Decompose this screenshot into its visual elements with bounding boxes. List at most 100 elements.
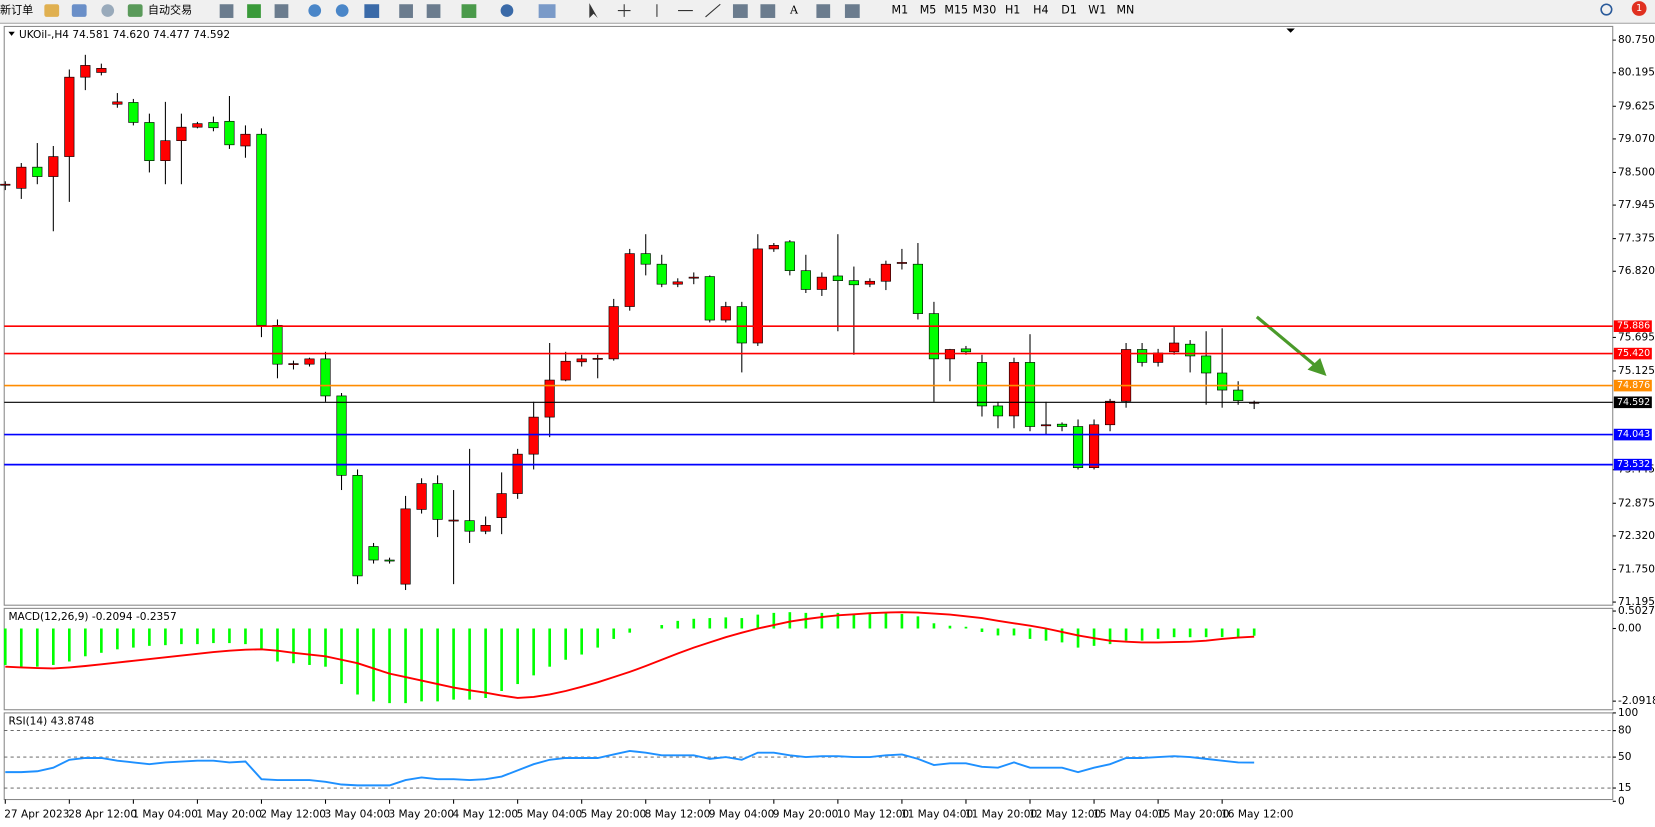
timeframe-button[interactable]: M15 — [944, 4, 968, 17]
icon[interactable] — [308, 4, 322, 17]
x-tick-label: 8 May 12:00 — [645, 808, 711, 820]
y-tick-label: 75.125 — [1618, 365, 1655, 377]
title-marker — [8, 31, 15, 36]
x-tick-label: 3 May 04:00 — [324, 808, 390, 820]
icon[interactable] — [101, 4, 115, 17]
auto-trading-button[interactable]: 自动交易 — [148, 3, 192, 17]
icon[interactable] — [461, 4, 477, 18]
candle-body — [704, 276, 715, 321]
candle-body — [64, 76, 75, 157]
candle-body — [960, 348, 972, 353]
icon[interactable] — [589, 3, 598, 18]
icon[interactable] — [127, 4, 143, 17]
x-tick-label: 5 May 04:00 — [517, 808, 583, 820]
icon[interactable] — [538, 4, 556, 18]
y-tick-label: 71.750 — [1618, 563, 1655, 575]
y-tick-label: 80.750 — [1618, 34, 1655, 46]
y-tick-label: 80.195 — [1618, 67, 1655, 79]
candle-body — [192, 123, 203, 128]
candle-body — [544, 379, 555, 418]
candle-body — [1121, 349, 1132, 402]
tool-icons — [219, 3, 860, 18]
candle-body — [1040, 424, 1052, 427]
timeframe-button[interactable]: D1 — [1061, 4, 1077, 17]
candle-body — [128, 102, 139, 123]
text-tool[interactable]: A — [789, 4, 799, 17]
indicator-line — [5, 749, 1255, 787]
candle-body — [1088, 424, 1100, 469]
candle-body — [896, 262, 907, 264]
price-label: 75.420 — [1617, 348, 1650, 359]
timeframe-button[interactable]: MN — [1117, 4, 1135, 17]
candle-body — [528, 416, 539, 455]
icon[interactable] — [247, 4, 261, 18]
candle-body — [112, 101, 123, 105]
candle-body — [352, 475, 363, 577]
chart-window: UKOil-,H4 74.581 74.620 74.477 74.592 80.… — [0, 25, 1655, 820]
candle-body — [688, 276, 699, 279]
price-label-bg — [1613, 396, 1652, 409]
candle-body — [80, 65, 91, 78]
candle-body — [48, 156, 59, 177]
candle-body — [864, 280, 875, 285]
x-tick-label: 27 Apr 2023 — [4, 808, 69, 820]
candle-body — [336, 395, 347, 476]
icon[interactable] — [732, 4, 748, 18]
y-tick-label: 79.070 — [1618, 133, 1655, 145]
candle-body — [432, 483, 443, 520]
timeframe-button[interactable]: H4 — [1033, 4, 1048, 17]
new-order-button[interactable]: 新订单 — [0, 3, 33, 17]
main-panel — [3, 25, 1614, 606]
icon[interactable] — [71, 4, 87, 17]
icon[interactable] — [364, 4, 380, 18]
icon[interactable] — [760, 4, 776, 18]
icon[interactable] — [219, 4, 234, 18]
icon[interactable] — [399, 4, 413, 18]
icon[interactable] — [500, 4, 514, 17]
timeframe-button[interactable]: H1 — [1005, 4, 1020, 17]
candle-body — [400, 508, 411, 585]
icon[interactable] — [844, 4, 860, 18]
price-label-bg — [1613, 320, 1652, 332]
price-label-bg — [1613, 428, 1652, 441]
candle-body — [672, 281, 683, 285]
candle-body — [32, 166, 43, 177]
search-icon[interactable] — [1600, 3, 1613, 16]
candle-body — [1169, 342, 1180, 353]
candle-body — [144, 122, 155, 162]
candle-body — [848, 280, 859, 286]
timeframe-button[interactable]: M5 — [920, 4, 937, 17]
arrow-head — [1307, 358, 1327, 377]
y-tick-label: 78.500 — [1618, 166, 1655, 178]
price-label: 74.043 — [1617, 429, 1650, 440]
candle-body — [176, 126, 187, 142]
candle-body — [16, 166, 27, 189]
y-tick-label: 76.820 — [1618, 265, 1655, 277]
timeframe-button[interactable]: W1 — [1088, 4, 1106, 17]
icon[interactable] — [426, 4, 441, 18]
candle-body — [320, 358, 331, 397]
price-label-bg — [1613, 347, 1652, 360]
candle-body — [784, 241, 795, 271]
candle-body — [0, 183, 11, 186]
timeframe-button[interactable]: M30 — [973, 4, 997, 17]
candle-body — [832, 275, 843, 281]
icon[interactable] — [656, 3, 721, 18]
y-tick-label: 15 — [1618, 782, 1631, 794]
icon[interactable] — [335, 4, 349, 17]
candle-body — [416, 483, 427, 510]
icon[interactable] — [274, 4, 289, 18]
icon[interactable] — [617, 4, 631, 17]
timeframe-button[interactable]: M1 — [892, 4, 909, 17]
notification-badge[interactable] — [1631, 1, 1647, 16]
icon[interactable] — [816, 4, 831, 18]
candle-body — [464, 520, 475, 532]
candle-body — [640, 253, 651, 265]
candle-body — [912, 263, 923, 314]
icon[interactable] — [44, 4, 60, 17]
candle-body — [736, 306, 747, 344]
y-tick-label: 100 — [1618, 707, 1638, 719]
candle-body — [992, 405, 1004, 417]
x-tick-label: 10 May 12:00 — [837, 808, 910, 820]
